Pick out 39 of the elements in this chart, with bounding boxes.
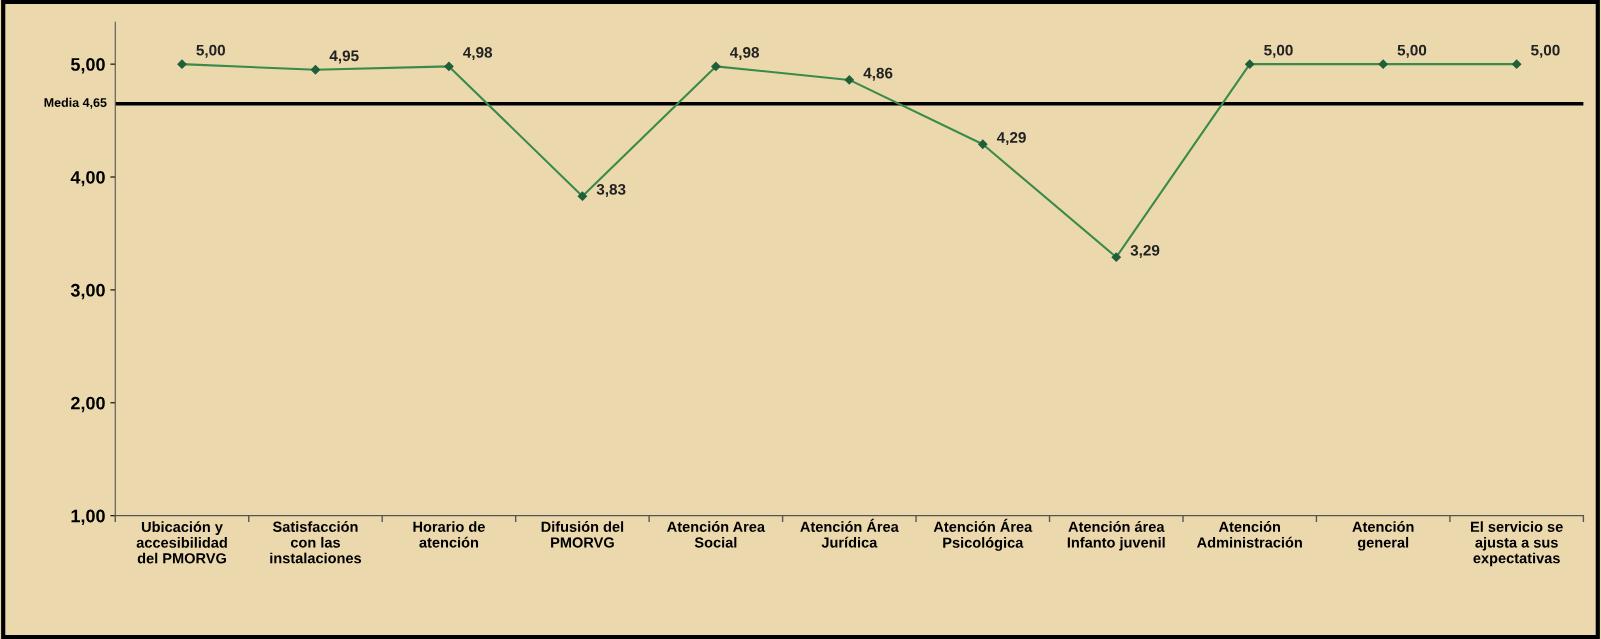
point: [1111, 252, 1121, 262]
y-tick-label: 2,00: [71, 396, 105, 413]
x-tick-label: Ubicación y accesibilidad del PMORVG: [136, 521, 227, 564]
data-label: 4,98: [463, 47, 493, 61]
x-tick-label: Atención área Infanto juvenil: [1067, 521, 1165, 551]
y-tick-label: 5,00: [70, 58, 105, 74]
point: [444, 61, 454, 72]
data-label: 5,00: [1531, 44, 1560, 58]
data-label: 5,00: [1397, 44, 1427, 58]
point: [1512, 59, 1522, 69]
ref-line-label: Media 4,65: [44, 97, 107, 109]
point: [577, 191, 588, 201]
point: [177, 59, 187, 69]
x-tick-label: Atención Area Social: [667, 521, 766, 548]
x-tick-label: Atención Administración: [1197, 521, 1302, 548]
data-label: 4,86: [863, 67, 893, 81]
x-tick-label: Atención Área Psicológica: [933, 518, 1033, 551]
point: [978, 139, 988, 149]
data-label: 3,29: [1130, 244, 1160, 258]
x-tick-label: Atención Área Jurídica: [800, 518, 899, 548]
x-tick-label: El servicio se ajusta a sus expectativas: [1471, 521, 1563, 567]
y-tick-label: 3,00: [70, 283, 105, 300]
data-label: 5,00: [1264, 44, 1293, 58]
x-tick-label: Difusión del PMORVG: [541, 521, 624, 548]
point: [844, 75, 854, 85]
data-label: 4,98: [729, 47, 760, 61]
point: [711, 61, 721, 72]
point: [1245, 59, 1255, 69]
data-label: 4,29: [996, 132, 1026, 146]
y-tick-label: 1,00: [71, 509, 105, 526]
point: [1378, 59, 1388, 69]
y-tick-label: 4,00: [70, 170, 105, 187]
x-tick-label: Satisfacción con las instalaciones: [270, 521, 362, 564]
data-label: 5,00: [196, 44, 225, 58]
x-tick-label: Atención general: [1352, 521, 1414, 551]
data-label: 3,83: [596, 183, 626, 197]
x-tick-label: Horario de atención: [413, 521, 485, 548]
point: [310, 65, 321, 75]
data-label: 4,95: [329, 50, 359, 64]
